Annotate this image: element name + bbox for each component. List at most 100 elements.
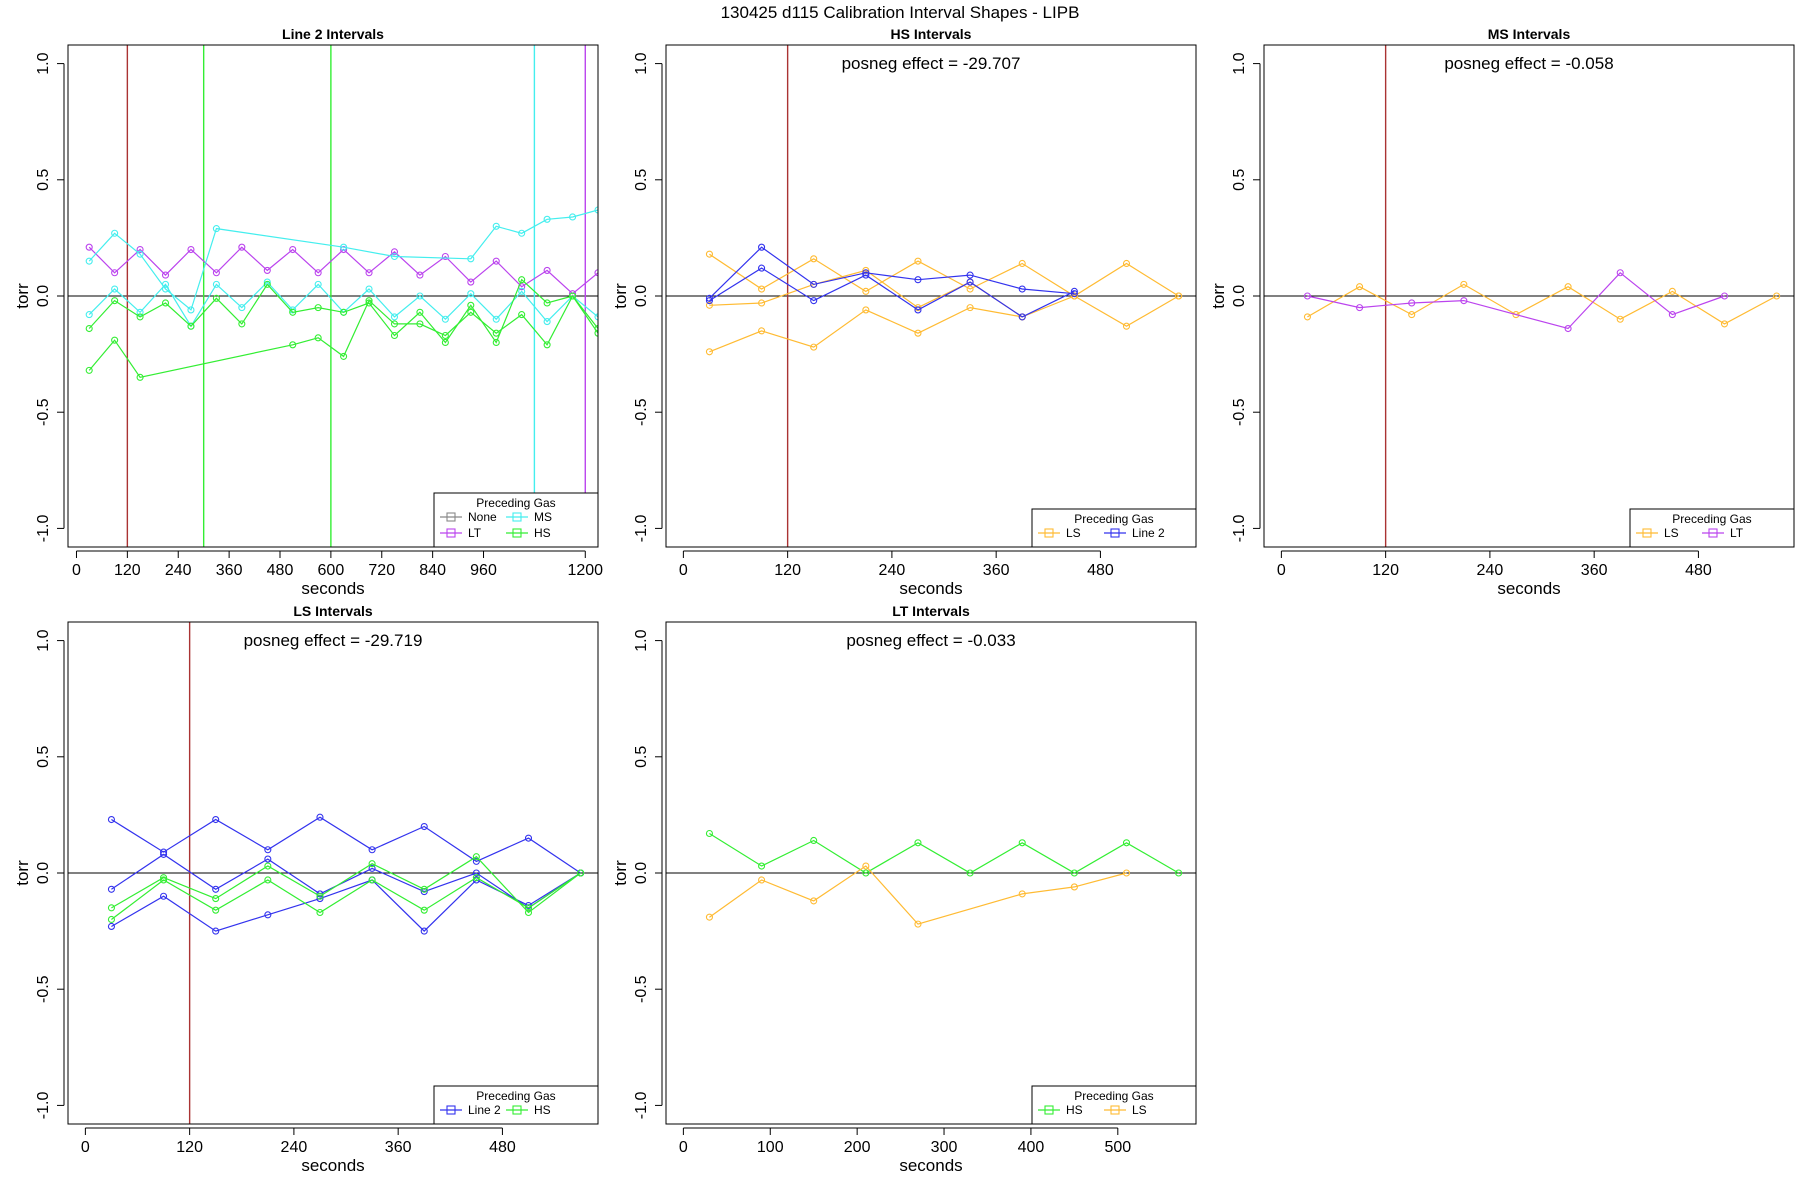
data-point <box>1018 890 1026 898</box>
data-point <box>365 269 373 277</box>
data-point <box>390 248 399 256</box>
series-line <box>709 832 1179 874</box>
data-point <box>472 853 480 861</box>
data-point <box>212 225 220 233</box>
plot-frame <box>665 44 1197 548</box>
data-point <box>212 895 220 903</box>
data-point <box>1122 839 1131 847</box>
data-point <box>1616 315 1624 323</box>
data-point <box>420 927 428 935</box>
x-tick-label: 360 <box>385 1139 412 1156</box>
data-point <box>594 329 598 337</box>
data-point <box>758 299 766 307</box>
data-point <box>492 222 500 230</box>
data-point <box>758 862 766 870</box>
data-point <box>524 834 533 842</box>
data-point <box>705 913 713 921</box>
series-line-2-0 <box>107 813 585 877</box>
y-tick-label: 1.0 <box>633 52 650 74</box>
legend-title: Preceding Gas <box>1074 1089 1153 1103</box>
data-point <box>543 341 551 349</box>
data-point <box>111 285 119 293</box>
legend-entry-hs: HS <box>1066 1103 1083 1117</box>
legend-box <box>1031 1085 1197 1125</box>
panel-lt-intervals: LT Intervals 0 100 200 300 400 500 seconds -1.0 -… <box>611 603 1197 1175</box>
data-point <box>524 904 533 912</box>
data-point <box>594 269 598 277</box>
data-point <box>212 906 220 914</box>
data-point <box>1018 259 1026 268</box>
y-tick-label: -0.5 <box>35 398 52 426</box>
data-point <box>368 876 376 884</box>
data-point <box>340 243 348 251</box>
legend-swatch-marker <box>446 512 456 522</box>
data-point <box>1070 287 1078 295</box>
data-point <box>543 215 551 223</box>
data-point <box>264 862 272 870</box>
data-point <box>416 320 424 328</box>
y-tick-label: 1.0 <box>35 629 52 651</box>
y-tick-label: 0.5 <box>35 746 52 768</box>
legend-swatch-marker <box>1110 528 1120 538</box>
data-point <box>85 366 93 374</box>
x-tick-label: 0 <box>679 562 688 579</box>
legend-entry-lt: LT <box>468 526 482 540</box>
data-point <box>467 278 475 286</box>
legend-title: Preceding Gas <box>476 496 555 510</box>
data-point <box>577 869 585 877</box>
series-line <box>709 865 1127 925</box>
data-point <box>1070 883 1078 891</box>
data-point <box>543 299 551 307</box>
y-tick-label: 0.5 <box>1231 169 1248 191</box>
data-point <box>1408 311 1416 319</box>
data-point <box>289 306 297 314</box>
legend-entry-ls: LS <box>1132 1103 1147 1117</box>
data-point <box>705 301 713 309</box>
data-point <box>390 252 399 261</box>
x-tick-label: 0 <box>1277 562 1286 579</box>
legend-title: Preceding Gas <box>1672 512 1751 526</box>
legend-entry-ms: MS <box>534 510 552 524</box>
x-tick-label: 240 <box>165 562 192 579</box>
legend-box <box>433 1085 599 1125</box>
x-tick-label: 100 <box>757 1139 784 1156</box>
y-tick-label: -0.5 <box>633 975 650 1003</box>
y-tick-label: -1.0 <box>35 1092 52 1120</box>
data-point <box>569 292 577 300</box>
data-point <box>1460 297 1468 305</box>
x-tick-label: 480 <box>489 1139 516 1156</box>
data-point <box>212 927 220 935</box>
x-tick-label: 360 <box>983 562 1010 579</box>
data-point <box>107 815 115 824</box>
x-tick-label: 120 <box>774 562 801 579</box>
series-ls-1 <box>705 862 1131 928</box>
data-point <box>85 243 93 251</box>
data-point <box>492 257 500 265</box>
data-point <box>263 266 271 274</box>
data-point <box>758 876 766 884</box>
data-point <box>966 304 974 312</box>
legend-swatch-marker <box>446 1105 456 1115</box>
series-lt-0 <box>85 243 598 298</box>
data-point <box>810 897 818 905</box>
x-axis-label: seconds <box>1497 579 1560 598</box>
data-point <box>314 269 322 277</box>
data-point <box>1175 292 1183 300</box>
data-point <box>365 297 373 305</box>
x-tick-label: 300 <box>931 1139 958 1156</box>
data-point <box>966 271 974 279</box>
data-point <box>107 922 115 931</box>
data-point <box>314 304 322 312</box>
data-point <box>758 243 766 251</box>
x-tick-label: 240 <box>879 562 906 579</box>
data-point <box>187 322 195 330</box>
data-point <box>161 280 170 288</box>
y-tick-label: -1.0 <box>633 1092 650 1120</box>
data-point <box>810 836 818 845</box>
series-hs-4 <box>85 292 598 381</box>
y-axis-label: torr <box>611 860 630 886</box>
series-line <box>111 816 581 874</box>
data-point <box>1773 292 1781 300</box>
